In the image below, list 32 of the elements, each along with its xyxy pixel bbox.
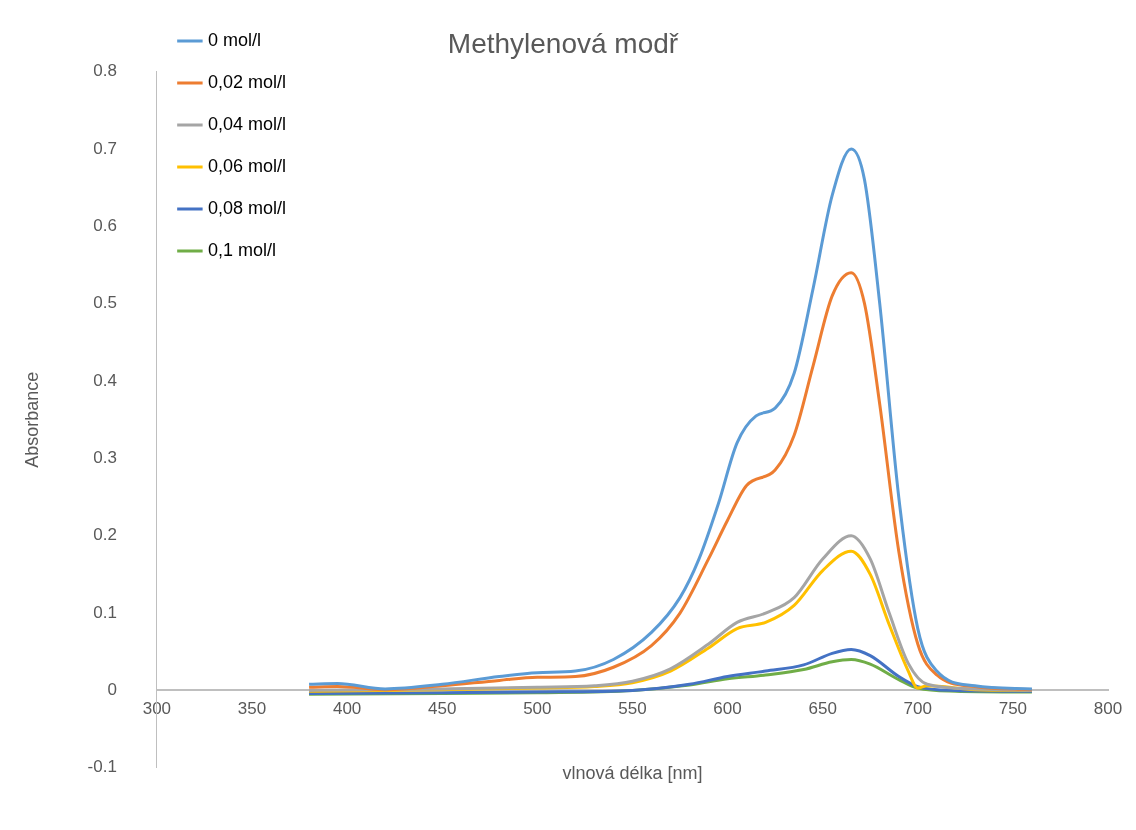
x-axis-title: vlnová délka [nm] — [562, 762, 703, 783]
y-tick-label: 0.1 — [93, 602, 117, 622]
x-tick-label: 300 — [142, 699, 172, 719]
y-tick-label: -0.1 — [87, 757, 117, 777]
legend-label: 0,04 mol/l — [207, 113, 286, 134]
legend-label: 0 mol/l — [207, 29, 261, 50]
x-tick-label: 450 — [428, 699, 457, 719]
x-tick-label: 750 — [998, 699, 1028, 719]
y-tick-label: 0.4 — [93, 370, 117, 390]
legend-label: 0,1 mol/l — [207, 239, 276, 260]
legend-label: 0,06 mol/l — [207, 155, 286, 176]
y-tick-label: 0.2 — [93, 525, 117, 545]
y-tick-label: 0.3 — [93, 448, 117, 468]
x-tick-label: 400 — [332, 699, 362, 719]
line-series — [307, 147, 1034, 691]
y-tick-label: 0 — [107, 680, 117, 700]
y-tick-label: 0.5 — [93, 293, 117, 313]
x-tick-label: 600 — [713, 699, 742, 719]
y-tick-label: 0.6 — [93, 216, 117, 235]
x-tick-label: 700 — [903, 699, 932, 719]
x-tick-label: 500 — [523, 699, 552, 719]
x-tick-label: 350 — [237, 699, 267, 719]
chart-title: Methylenová modř — [447, 27, 679, 59]
legend-label: 0,08 mol/l — [207, 197, 286, 218]
legend-label: 0,02 mol/l — [207, 71, 286, 92]
x-tick-label: 550 — [618, 699, 647, 719]
x-tick-label: 650 — [808, 699, 837, 719]
y-axis-title: Absorbance — [21, 371, 42, 468]
y-tick-label: 0.7 — [93, 138, 117, 158]
line-series — [307, 647, 1034, 696]
x-tick-label: 800 — [1093, 699, 1123, 719]
y-tick-label: 0.8 — [93, 61, 117, 81]
